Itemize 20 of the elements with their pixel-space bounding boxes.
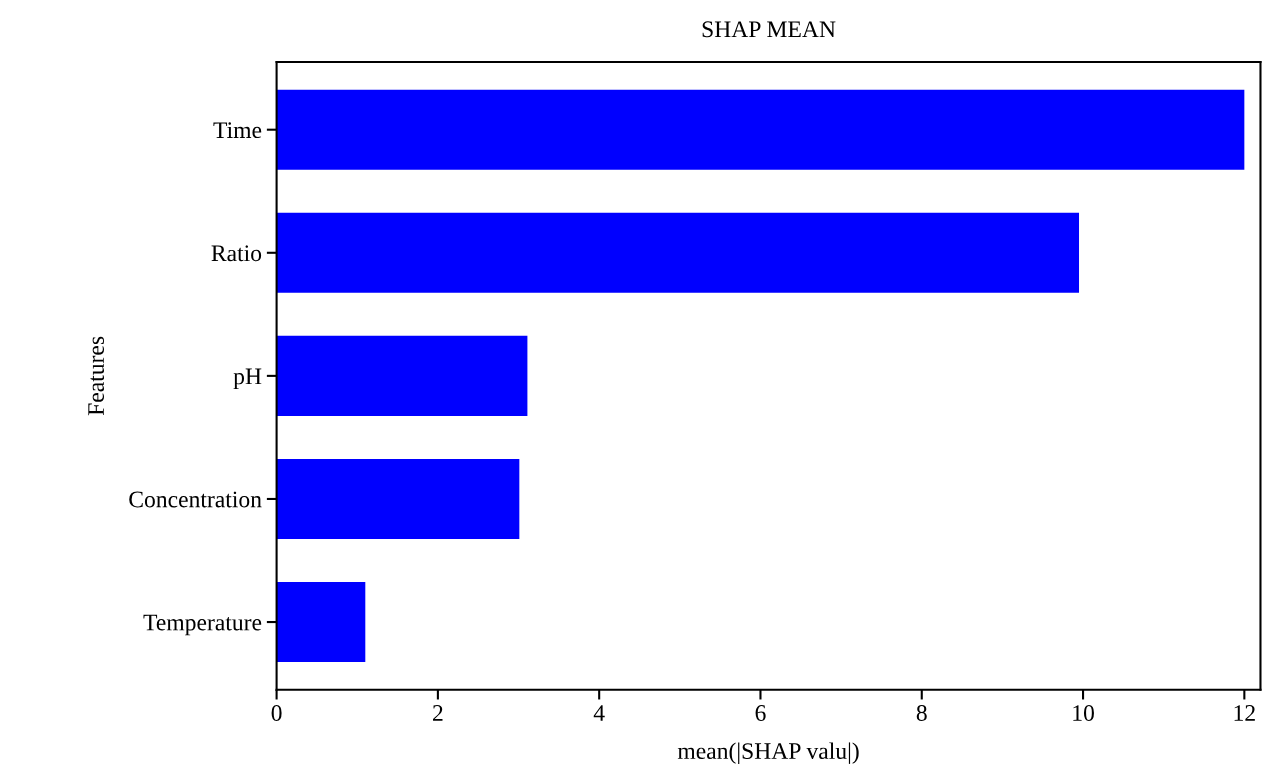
chart-title: SHAP MEAN xyxy=(702,21,836,38)
x-tick-label: 6 xyxy=(755,705,766,721)
y-tick-label: Ratio xyxy=(211,245,262,262)
x-tick-label: 2 xyxy=(433,705,443,721)
y-tick-label: Concentration xyxy=(129,491,262,508)
x-axis-title: mean(|SHAP valu|) xyxy=(677,742,859,764)
x-tick-label: 8 xyxy=(916,705,927,721)
x-tick-label: 10 xyxy=(1073,705,1094,721)
x-tick-label: 0 xyxy=(271,705,282,721)
bar xyxy=(276,582,366,663)
y-axis-title: Features xyxy=(88,336,105,416)
x-tick-label: 12 xyxy=(1234,705,1255,721)
x-tick-label: 4 xyxy=(593,705,605,721)
y-tick-label: Time xyxy=(213,122,262,139)
y-tick-label: Temperature xyxy=(143,614,262,636)
bar xyxy=(276,335,528,416)
bar xyxy=(276,89,1245,170)
bar xyxy=(276,212,1080,293)
bar xyxy=(276,458,520,539)
y-tick-label: pH xyxy=(233,368,262,390)
